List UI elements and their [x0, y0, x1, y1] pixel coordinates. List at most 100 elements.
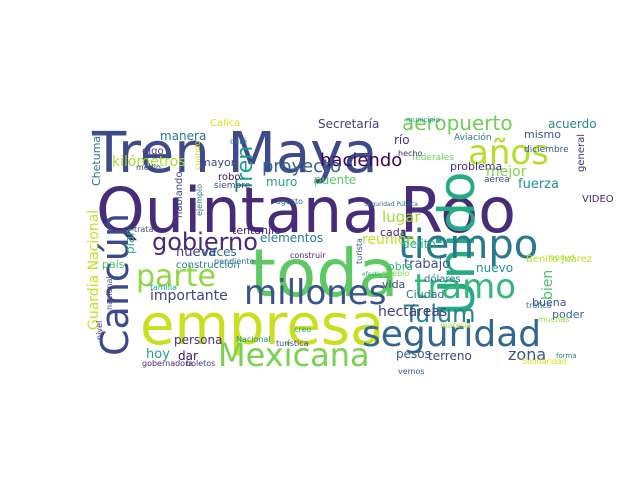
cloud-word: gobierno — [152, 228, 258, 256]
cloud-word: Chetumal — [90, 133, 103, 186]
cloud-word: terreno — [428, 349, 472, 363]
cloud-word: mejor — [486, 164, 527, 180]
cloud-word: hectáreas — [378, 304, 447, 320]
cloud-word: turista — [355, 238, 364, 264]
cloud-word: agosto — [276, 197, 303, 206]
cloud-word: nuevo — [476, 261, 513, 275]
cloud-word: trabajo — [404, 257, 450, 272]
cloud-word: cada — [380, 226, 407, 239]
cloud-word: construcción — [176, 259, 240, 271]
cloud-word: pendiente — [214, 257, 255, 266]
cloud-word: veces — [202, 245, 237, 259]
cloud-word: Tren Maya — [91, 121, 378, 186]
cloud-word: reunión — [362, 232, 415, 248]
cloud-word: Benito Juárez — [526, 253, 592, 265]
cloud-word: Nacional — [236, 335, 271, 344]
cloud-word: tramo — [414, 267, 516, 307]
cloud-word: siempre — [214, 181, 251, 191]
cloud-word: boletos — [186, 359, 215, 368]
cloud-word: delito — [402, 237, 436, 251]
cloud-word: país — [102, 258, 125, 271]
cloud-word: Tren — [233, 146, 258, 193]
cloud-word: medio — [136, 163, 161, 172]
cloud-word: acuerdo — [548, 117, 597, 131]
cloud-word: bien — [540, 270, 556, 300]
cloud-word: kilómetros — [112, 154, 186, 170]
cloud-word: Calica — [210, 118, 240, 129]
cloud-word: municipio — [406, 116, 440, 124]
cloud-word: nacional — [105, 276, 114, 310]
cloud-word: muchas — [538, 315, 569, 324]
cloud-word: Mexicana — [218, 336, 370, 374]
cloud-word: trata — [134, 225, 153, 234]
cloud-word: elementos — [260, 231, 323, 245]
cloud-word: parte — [136, 259, 216, 294]
cloud-word: buena — [532, 296, 566, 309]
cloud-word: Aviación — [454, 132, 492, 143]
cloud-word: forma — [556, 352, 577, 360]
cloud-word: seguridad — [362, 314, 541, 355]
cloud-word: puente — [314, 173, 356, 187]
cloud-word: cuando — [193, 140, 202, 170]
cloud-word: persona — [174, 333, 223, 347]
cloud-word: proyecto — [262, 156, 341, 177]
cloud-word: Tulum — [403, 300, 475, 328]
cloud-word: robo — [218, 172, 240, 183]
cloud-word: problema — [450, 160, 502, 173]
cloud-word: mayor — [200, 156, 236, 169]
cloud-word: tiempo — [398, 222, 538, 268]
cloud-word: poder — [552, 308, 584, 321]
cloud-word: Unido — [428, 171, 486, 316]
cloud-word: ejemplo — [195, 184, 204, 216]
cloud-word: aeropuerto — [402, 111, 513, 135]
cloud-word: Ciudad — [406, 288, 444, 301]
cloud-word: millones — [244, 273, 386, 313]
cloud-word: federales — [412, 153, 454, 163]
cloud-word: pueblo — [382, 269, 409, 278]
cloud-word: VIDEO — [582, 194, 614, 205]
cloud-word: vemos — [398, 367, 425, 376]
cloud-word: empresa — [140, 293, 384, 358]
cloud-word: hecho — [398, 149, 422, 158]
cloud-word: Secretaría — [318, 117, 379, 131]
cloud-word: tentanilo — [232, 224, 281, 237]
cloud-word: gobernadora — [142, 359, 193, 368]
cloud-word: toda — [250, 235, 399, 312]
cloud-word: materia — [440, 321, 471, 330]
cloud-word: hablando — [174, 171, 185, 218]
cloud-word: construir — [290, 251, 326, 260]
cloud-word: nueva — [176, 245, 216, 260]
cloud-word: lugar — [382, 208, 421, 226]
cloud-word: mismo — [524, 128, 561, 141]
cloud-word: aérea — [484, 174, 510, 185]
cloud-word: fuerza — [518, 177, 559, 192]
cloud-word: zona — [508, 345, 546, 364]
cloud-word: hoy — [146, 347, 170, 362]
cloud-word: diciembre — [524, 145, 569, 155]
cloud-word: café — [230, 136, 247, 146]
cloud-word: efectivo — [362, 271, 386, 278]
cloud-word: pesos — [396, 347, 431, 361]
cloud-word: Solidaridad — [522, 357, 567, 366]
cloud-word: dólares — [424, 273, 461, 285]
cloud-word: digo — [142, 146, 164, 157]
cloud-word: creo — [294, 325, 311, 334]
cloud-word: haciendo — [320, 150, 402, 171]
cloud-word: general — [576, 134, 587, 172]
cloud-word: plan — [123, 228, 137, 254]
cloud-word: importante — [150, 288, 228, 304]
cloud-word: vida — [382, 278, 405, 291]
cloud-word: Guardia Nacional — [86, 210, 102, 330]
cloud-word: turística — [276, 339, 309, 348]
cloud-word: apoyo — [550, 253, 575, 262]
cloud-word: Quintana Roo — [96, 174, 516, 247]
cloud-word: Cancún — [93, 213, 137, 356]
cloud-word: nivel — [95, 321, 104, 340]
cloud-word: Seguridad Pública — [364, 201, 418, 208]
cloud-word: muro — [266, 175, 297, 189]
cloud-word: años — [468, 133, 549, 173]
cloud-word: tráfico — [526, 301, 552, 310]
cloud-word: río — [394, 133, 410, 147]
cloud-word: dar — [178, 349, 198, 363]
